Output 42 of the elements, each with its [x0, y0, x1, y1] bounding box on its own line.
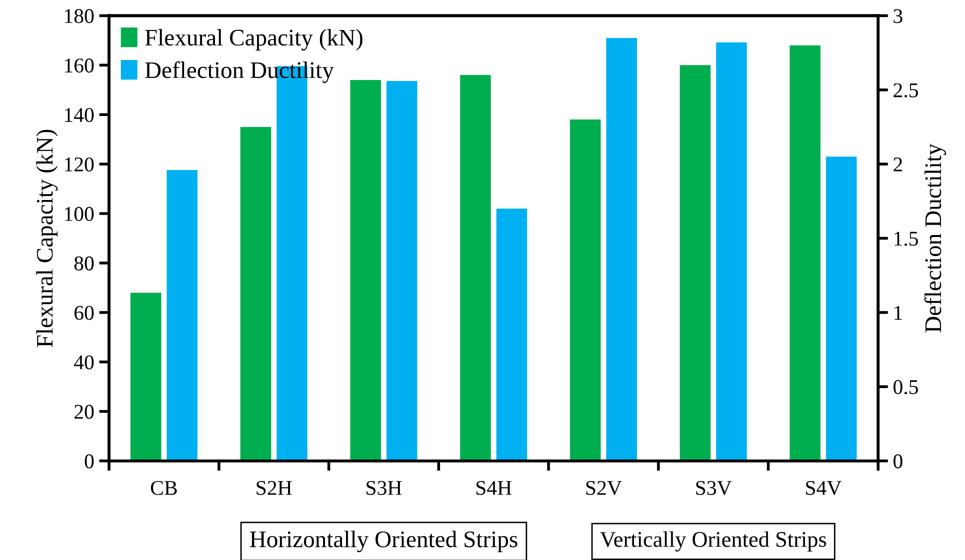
x-tick-label: S4V	[806, 480, 842, 496]
bar	[460, 75, 491, 461]
y2-tick-label: 3	[894, 9, 902, 24]
bar	[386, 80, 418, 461]
y2-tick-label: 1	[894, 306, 902, 320]
bar	[606, 38, 637, 461]
y-tick-label: 100	[65, 206, 94, 221]
text: Vertically Oriented Strips	[600, 531, 826, 552]
y2-tick-label: 0.5	[894, 380, 918, 394]
y-tick-label: 160	[65, 58, 94, 73]
bar	[240, 126, 272, 461]
bar	[680, 65, 711, 461]
y2-axis-title: Deflection Ductility	[924, 144, 946, 332]
bar	[350, 80, 381, 461]
x-tick-label: S4H	[476, 480, 512, 495]
text: Horizontally Oriented Strips	[250, 530, 518, 552]
y-tick-label: 80	[74, 256, 94, 270]
y-tick-label: 60	[74, 306, 94, 320]
y-tick-label: 120	[65, 157, 94, 172]
x-tick-label: S3V	[696, 480, 732, 496]
bar	[826, 156, 857, 461]
y-tick-label: 0	[84, 454, 94, 468]
y2-tick-label: 0	[894, 454, 902, 468]
y2-tick-label: 2.5	[894, 83, 918, 98]
y-axis-title: Flexural Capacity (kN)	[36, 130, 58, 348]
x-tick-label: S3H	[366, 480, 402, 495]
y-tick-label: 40	[74, 355, 94, 370]
x-tick-label: CB	[150, 480, 177, 495]
y-tick-label: 140	[65, 108, 94, 122]
bar	[790, 45, 820, 461]
x-tick-label: S2V	[586, 480, 622, 496]
bar	[130, 292, 162, 461]
bar	[570, 120, 601, 461]
x-tick-label: S2H	[256, 480, 292, 495]
y2-tick-label: 1.5	[894, 232, 918, 246]
bar	[496, 208, 528, 461]
legend-label: Flexural Capacity (kN)	[145, 29, 362, 51]
bar	[166, 170, 198, 461]
y2-tick-label: 2	[894, 158, 902, 172]
y-tick-label: 20	[74, 404, 94, 419]
y-tick-label: 180	[65, 9, 94, 24]
bar	[716, 42, 747, 461]
